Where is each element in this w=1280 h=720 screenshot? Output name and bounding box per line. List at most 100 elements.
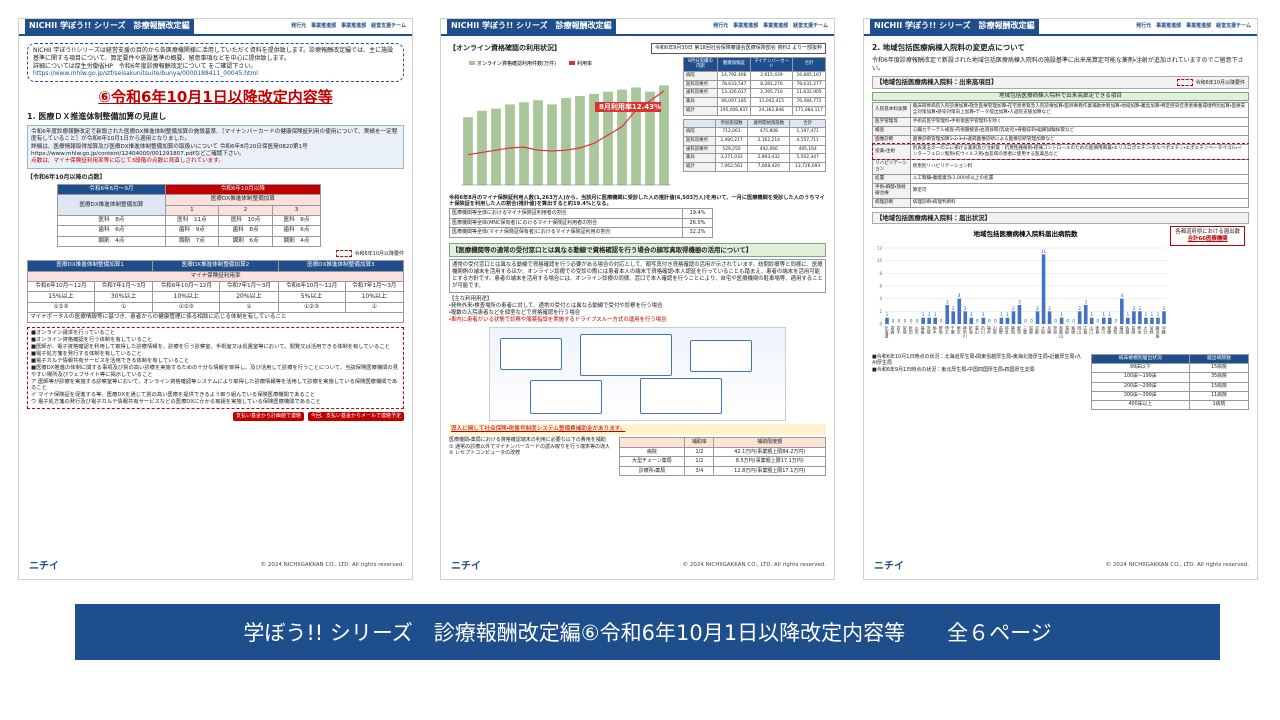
data-label: 0 [892,318,895,323]
heading-row: 【地域包括医療病棟入院料：出来高項目】 令和6年10月以降要件 [872,76,1249,89]
table-row: 病院 712,061 475,808 1,197,471 [683,127,826,137]
bar [617,89,627,185]
cell: 医科 11点 [164,214,220,227]
header-cell: 令和6年10月以降 [164,184,322,196]
bar [945,304,950,324]
body-text: 通常の受付窓口とは異なる動線で資格確認を行う必要がある場合の対応として、顔写真付… [449,258,826,293]
table-row: 医科診療所 78,633,547 8,281,276 78,631,277 [683,79,826,90]
table: 8月分実績の内訳 健康保険証 マイナンバーカード 合計 病院 14,792,406 2,61… [683,56,826,116]
copyright: © 2024 NICHIIGAKKAN CO., LTD. All rights… [1105,562,1249,569]
x-tick-label: 愛知 [1017,324,1022,334]
list-item: 【主な利用用途】 [449,295,493,302]
header-cell: 補助率 [684,437,715,448]
bar [921,317,925,324]
data-label: 0 [910,318,913,323]
cell: 病院 [683,70,718,81]
badges: 支払い基金から計画値で連絡 今回、支払い基金からメールで連絡予定 [27,412,404,421]
table-row: 歯科診療所 529,250 492,066 495,164 [683,144,826,155]
cell: 臨床研修病院入院診療加算・救急医療管理加算・在宅患者緊急入院診療加算・医師事務作… [909,101,1249,118]
cell: 歯科 8点 [218,225,273,237]
cell: 歯科 6点 [271,225,322,237]
bar [927,317,931,324]
list-item: イ マイナ保険証を促進する等、医療DXを通じて質の高い医療を提供できるよう取り組… [31,392,316,399]
cell: 医科診療所 [683,79,718,90]
list-item: ■電子カルテ情報共有サービスを活用できる体制を有していること [31,357,190,364]
table-row: 総計 7,062,561 7,008,420 13,726,693 [683,162,826,172]
sub-heading: 【地域包括医療病棟入院料：出来高項目】 [876,78,998,87]
data-label: 3 [946,299,949,304]
cell: 手術・麻酔・放射線治療 [872,182,911,199]
callout: 各都道府県における届出数 合計66医療機関 [1170,225,1245,246]
data-label: 1 [886,312,889,317]
cell: 2,893,432 [747,153,791,164]
bar [645,91,655,185]
list-item: ■医療DX推進の体制に関する事項及び質の高い診療を実施するための十分な情報を取得… [31,364,399,378]
header-cell: 届出病院数 [1188,353,1249,365]
x-tick-label: 鹿児島 [1155,324,1160,338]
cell: 医療DX推進体制整備加算 [164,194,322,206]
cell: 1 [164,204,220,217]
cell: 10%以上 [152,291,221,303]
data-label: 4 [958,293,961,298]
cell: マイナポータルの医療情報等に基づき、患者からの健康管理に係る相談に応じる体制を有… [27,312,404,324]
bar [1150,317,1154,324]
cell: 調剤 6点 [218,235,273,247]
table-row: 病院 1/2 42.1万円(事業額上限84.2万円) [618,446,826,458]
cell: 医科診療所 [683,135,716,146]
table-row: 200床～299床 15病院 [1090,381,1249,392]
cell: 100床～199床 [1090,372,1190,383]
table-row: 100床～199床 35病院 [1090,372,1249,383]
bar [547,103,557,185]
table-row: 画像診断 画像診断管理加算1・2・3・4・遠隔画像診断による画像診断管理加算など [872,134,1249,145]
copyright: © 2024 NICHIIGAKKAN CO., LTD. All rights… [260,562,404,569]
sub-heading: 【地域包括医療病棟入院料：届出状況】 [872,211,1249,224]
cell: 2,615,439 [749,70,794,81]
cell: ① [344,301,404,314]
x-tick-label: 徳島 [1095,324,1100,334]
cell: 11病院 [1188,390,1249,402]
score-table: 令和6年6月～9月 令和6年10月以降 医療DX推進体制整備加算 医療DX推進体制整備… [57,184,322,247]
data-label: 1 [1103,312,1106,317]
legend-text: 令和6年10月以降要件 [1195,79,1245,86]
badge: 支払い基金から計画値で連絡 [232,412,304,421]
x-tick-label: 石川 [981,325,986,333]
table: 入院基本料加算 臨床研修病院入院診療加算・救急医療管理加算・在宅患者緊急入院診療加… [872,101,1249,208]
data-label: 1 [928,312,931,317]
x-tick-label: 東京 [957,324,962,333]
series-title: NICHII 学ぼう!! シリーズ 診療報酬改定編 [870,19,1039,34]
x-tick-label: 熊本 [1137,324,1142,334]
diagram-box [690,339,752,372]
data-label: 1 [970,312,973,317]
bar [981,317,986,324]
list-item: ウ 電子処方箋の発行及び電子カルテ情報共有サービスなどの医療DXにかかる取組を実… [31,399,321,406]
table-title: 地域包括医療病棟入院料で出来高算定できる項目 [872,91,1249,101]
table: 参加施設数 運用開始施設数 合計 病院 712,061 475,808 1,197,471 医… [683,118,826,172]
cell: 総計 [683,162,716,172]
cell: 11,632,905 [792,88,826,99]
data-label: 2 [1012,306,1015,311]
cell: 15病院 [1188,363,1249,374]
cell: 3,371,033 [714,153,749,164]
cell: 2,162,214 [747,135,791,146]
cell: 令和7年1月～3月 [93,280,154,293]
cell: 32.2% [682,227,713,238]
cell: 2,395,716 [749,88,794,99]
header-cell [683,118,716,129]
x-tick-label: 栃木 [933,324,938,334]
table-header-row: 補助率 補助限度額 [618,437,826,448]
cell: 78,633,547 [716,79,751,90]
bar [1138,311,1142,324]
x-tick-label: 埼玉 [945,324,950,333]
x-tick-label: 山梨 [993,324,998,334]
bar [505,103,515,185]
cell: 1,197,471 [789,127,826,137]
cell: 24,362,846 [749,105,794,116]
data-label: 2 [964,306,967,311]
intro-text: 詳細については厚生労働省HP 令和6年度診療報酬改定について をご確認下さい。 [33,62,257,70]
header-cell [618,437,686,448]
data-label: 0 [916,318,919,323]
cell: 医療機関等全体(MNC保有者)にのけるマイナ保険証利用者の割合 [449,217,684,228]
x-tick-label: 岐阜 [1005,324,1010,334]
x-tick-label: 島根 [1071,324,1076,334]
cell: 171,084,117 [792,105,826,116]
